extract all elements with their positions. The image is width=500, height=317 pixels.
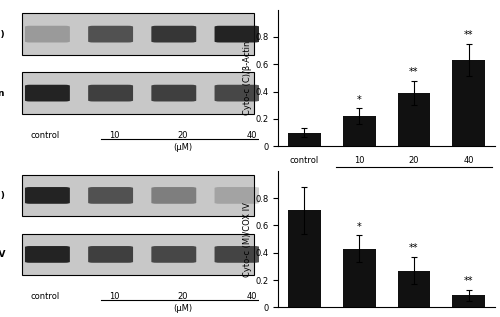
Text: 20: 20 bbox=[178, 292, 188, 301]
FancyBboxPatch shape bbox=[22, 175, 254, 216]
Text: (μM): (μM) bbox=[174, 304, 193, 313]
Text: *: * bbox=[357, 222, 362, 232]
FancyBboxPatch shape bbox=[152, 246, 196, 263]
Bar bbox=[398, 271, 430, 307]
FancyBboxPatch shape bbox=[22, 13, 254, 55]
Y-axis label: Cyto-c (M)/COX IV: Cyto-c (M)/COX IV bbox=[244, 202, 252, 277]
Bar bbox=[288, 210, 321, 307]
FancyBboxPatch shape bbox=[214, 85, 260, 101]
FancyBboxPatch shape bbox=[152, 85, 196, 101]
FancyBboxPatch shape bbox=[88, 85, 133, 101]
Text: 20: 20 bbox=[178, 131, 188, 140]
FancyBboxPatch shape bbox=[25, 85, 70, 101]
FancyBboxPatch shape bbox=[22, 73, 254, 114]
FancyBboxPatch shape bbox=[88, 187, 133, 204]
Text: 40: 40 bbox=[246, 131, 257, 140]
Bar bbox=[398, 93, 430, 146]
Text: Cytochrome c  (C): Cytochrome c (C) bbox=[0, 29, 5, 39]
Text: (μM): (μM) bbox=[174, 143, 193, 152]
Bar bbox=[288, 133, 321, 146]
Text: **: ** bbox=[464, 30, 473, 40]
FancyBboxPatch shape bbox=[88, 246, 133, 263]
Text: **: ** bbox=[409, 67, 418, 77]
Text: 10: 10 bbox=[354, 156, 364, 165]
Bar bbox=[342, 116, 376, 146]
Text: 10: 10 bbox=[108, 292, 119, 301]
Text: **: ** bbox=[464, 276, 473, 286]
Text: COX IV: COX IV bbox=[0, 250, 5, 259]
FancyBboxPatch shape bbox=[214, 26, 260, 42]
Text: 40: 40 bbox=[464, 156, 474, 165]
Y-axis label: Cyto-c (C)/β-Actin: Cyto-c (C)/β-Actin bbox=[244, 41, 252, 115]
FancyBboxPatch shape bbox=[25, 246, 70, 263]
FancyBboxPatch shape bbox=[88, 26, 133, 42]
FancyBboxPatch shape bbox=[22, 234, 254, 275]
Text: Cytochrome c (M): Cytochrome c (M) bbox=[0, 191, 5, 200]
Text: control: control bbox=[30, 131, 60, 140]
FancyBboxPatch shape bbox=[152, 187, 196, 204]
Text: 40: 40 bbox=[246, 292, 257, 301]
FancyBboxPatch shape bbox=[25, 26, 70, 42]
FancyBboxPatch shape bbox=[152, 26, 196, 42]
Bar bbox=[342, 249, 376, 307]
FancyBboxPatch shape bbox=[214, 187, 260, 204]
Text: 10: 10 bbox=[108, 131, 119, 140]
Text: **: ** bbox=[409, 243, 418, 254]
FancyBboxPatch shape bbox=[214, 246, 260, 263]
Bar bbox=[452, 295, 485, 307]
Text: control: control bbox=[290, 156, 319, 165]
Bar bbox=[452, 60, 485, 146]
Text: *: * bbox=[357, 94, 362, 105]
Text: 20: 20 bbox=[408, 156, 419, 165]
Text: control: control bbox=[30, 292, 60, 301]
FancyBboxPatch shape bbox=[25, 187, 70, 204]
Text: β-Actin: β-Actin bbox=[0, 89, 5, 98]
Text: (μM): (μM) bbox=[404, 178, 423, 187]
